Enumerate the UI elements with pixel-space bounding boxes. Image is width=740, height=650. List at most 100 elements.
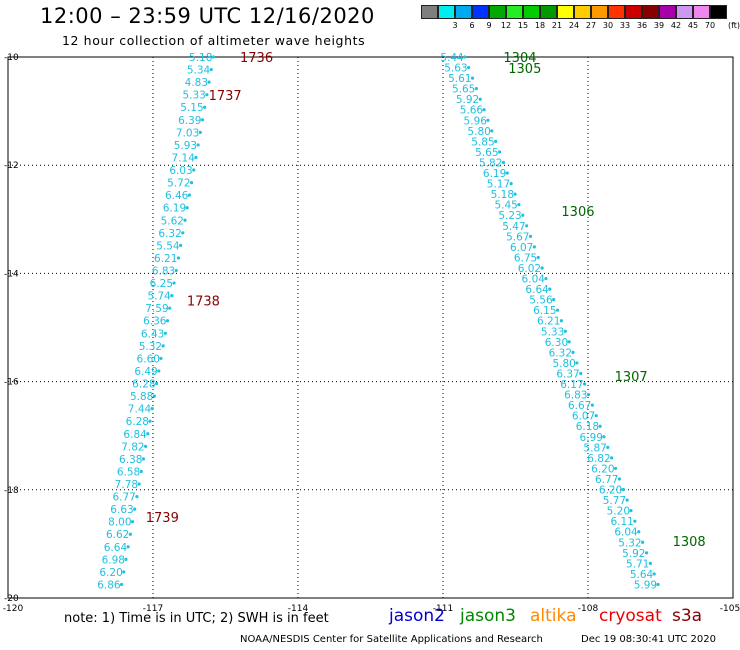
scale-swatch (710, 5, 727, 19)
track-point (474, 87, 478, 91)
swh-value-label: 5.32 (618, 537, 641, 549)
swh-value-label: 7.59 (145, 303, 168, 315)
swh-value-label: 5.44 (440, 52, 464, 64)
track-point (196, 143, 200, 147)
scale-swatch (574, 5, 591, 19)
track-point (179, 243, 183, 247)
track-point (170, 294, 174, 298)
track-point (513, 192, 517, 196)
track-point (157, 369, 161, 373)
swh-value-label: 5.54 (156, 240, 180, 252)
y-tick-label: -14 (4, 269, 19, 279)
swh-value-label: 5.92 (456, 94, 479, 106)
scale-swatch (608, 5, 625, 19)
scale-swatch (591, 5, 608, 19)
track-point (637, 530, 641, 534)
swh-value-label: 5.32 (139, 341, 162, 353)
track-point (150, 407, 154, 411)
track-point (478, 97, 482, 101)
swh-value-label: 5.99 (634, 579, 657, 591)
swh-value-label: 6.02 (518, 263, 541, 275)
track-point (183, 218, 187, 222)
scale-swatch (625, 5, 642, 19)
footer-credit: NOAA/NESDIS Center for Satellite Applica… (240, 634, 543, 645)
time-label: 1306 (561, 205, 594, 220)
swh-value-label: 5.80 (467, 126, 490, 138)
track-point (583, 382, 587, 386)
swh-value-label: 5.71 (626, 558, 649, 570)
swh-value-label: 6.20 (591, 463, 614, 475)
scale-swatch (693, 5, 710, 19)
track-point (644, 551, 649, 555)
swh-value-label: 5.34 (187, 65, 211, 77)
time-label: 1739 (146, 511, 179, 526)
swh-value-label: 6.64 (104, 542, 128, 554)
legend-entry-altika: altika (530, 606, 577, 626)
track-point (602, 435, 606, 439)
swh-value-label: 5.66 (460, 105, 484, 117)
swh-value-label: 6.39 (178, 115, 201, 127)
swh-value-label: 5.65 (452, 84, 475, 96)
x-tick-label: -120 (3, 604, 24, 614)
track-point (521, 213, 525, 217)
scale-label: 3 (452, 21, 458, 30)
swh-value-label: 6.19 (483, 168, 506, 180)
scale-label: 42 (670, 21, 682, 30)
track-point (205, 93, 209, 97)
note-text: note: 1) Time is in UTC; 2) SWH is in fe… (64, 611, 329, 626)
swh-value-label: 6.49 (134, 366, 157, 378)
swh-value-label: 6.99 (580, 432, 603, 444)
track-point (641, 540, 645, 544)
swh-value-label: 5.74 (147, 291, 171, 303)
plot-frame (7, 56, 734, 599)
scale-label: 9 (486, 21, 492, 30)
scale-label: 18 (534, 21, 546, 30)
swh-value-label: 6.20 (599, 485, 622, 497)
track-point (211, 55, 216, 59)
track-point (135, 494, 139, 499)
track-point (126, 545, 130, 549)
chart-subtitle: 12 hour collection of altimeter wave hei… (62, 33, 366, 48)
swh-value-label: 6.38 (119, 454, 142, 466)
track-point (563, 329, 567, 333)
swh-value-label: 6.32 (158, 228, 181, 240)
track-point (555, 308, 560, 312)
swh-value-label: 6.77 (112, 492, 135, 504)
swh-value-label: 5.18 (189, 52, 212, 64)
track-point (192, 168, 196, 172)
track-point (501, 160, 506, 165)
legend-entry-jason3: jason3 (460, 606, 516, 626)
track-point (613, 466, 618, 471)
track-point (606, 445, 610, 449)
track-point (194, 155, 198, 160)
time-label: 1738 (187, 294, 220, 309)
swh-value-label: 6.60 (137, 353, 160, 365)
track-point (633, 519, 637, 523)
swh-value-label: 5.85 (471, 136, 494, 148)
swh-value-label: 7.14 (172, 152, 196, 164)
swh-value-label: 5.93 (174, 140, 197, 152)
scale-label: 15 (517, 21, 529, 30)
track-point (594, 414, 598, 418)
track-point (517, 203, 521, 207)
track-point (525, 224, 529, 228)
scale-swatch (642, 5, 659, 19)
scale-label: 6 (469, 21, 475, 30)
track-point (590, 403, 594, 407)
swh-value-label: 6.18 (576, 421, 599, 433)
track-point (161, 344, 165, 348)
swh-value-label: 6.62 (106, 529, 129, 541)
track-point (486, 118, 490, 122)
swh-value-label: 6.58 (117, 466, 140, 478)
time-label: 1304 (503, 51, 536, 66)
swh-value-label: 5.67 (506, 231, 529, 243)
track-point (198, 130, 202, 134)
swh-value-label: 5.45 (494, 200, 517, 212)
track-point (187, 193, 191, 197)
swh-value-label: 6.98 (102, 554, 125, 566)
swh-value-label: 6.67 (568, 400, 591, 412)
swh-value-label: 5.15 (180, 102, 203, 114)
swh-value-label: 5.20 (607, 506, 630, 518)
scale-label: 21 (551, 21, 563, 30)
